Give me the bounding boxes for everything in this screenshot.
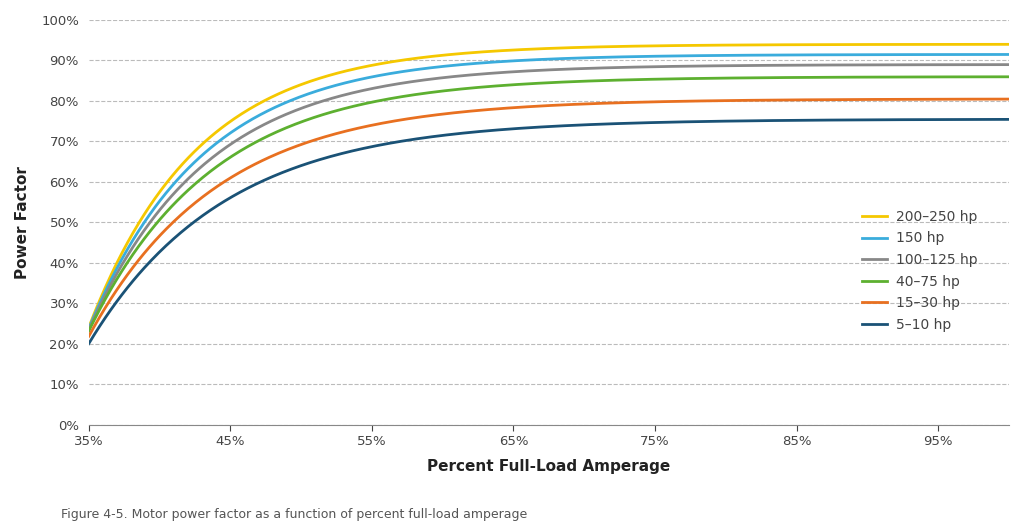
40–75 hp (631, 76, 643, 83)
Line: 40–75 hp: 40–75 hp (89, 77, 1009, 331)
Line: 200–250 hp: 200–250 hp (89, 44, 1009, 328)
200–250 hp (981, 41, 993, 47)
100–125 hp (981, 62, 993, 68)
40–75 hp (1002, 74, 1015, 80)
5–10 hp (525, 125, 538, 131)
40–75 hp (83, 328, 95, 335)
15–30 hp (581, 100, 593, 107)
Text: Figure 4-5. Motor power factor as a function of percent full-load amperage: Figure 4-5. Motor power factor as a func… (61, 508, 527, 521)
Y-axis label: Power Factor: Power Factor (15, 166, 30, 279)
150 hp (525, 57, 538, 63)
Line: 5–10 hp: 5–10 hp (89, 119, 1009, 343)
200–250 hp (631, 43, 643, 49)
150 hp (83, 326, 95, 332)
100–125 hp (837, 62, 849, 68)
5–10 hp (1002, 116, 1015, 123)
X-axis label: Percent Full-Load Amperage: Percent Full-Load Amperage (427, 459, 671, 474)
15–30 hp (981, 96, 993, 102)
100–125 hp (631, 64, 643, 70)
5–10 hp (837, 117, 849, 123)
200–250 hp (519, 46, 531, 53)
40–75 hp (981, 74, 993, 80)
15–30 hp (837, 96, 849, 103)
200–250 hp (83, 325, 95, 331)
15–30 hp (525, 104, 538, 110)
5–10 hp (631, 120, 643, 126)
150 hp (837, 52, 849, 58)
200–250 hp (1002, 41, 1015, 47)
100–125 hp (519, 68, 531, 74)
5–10 hp (581, 122, 593, 128)
Line: 15–30 hp: 15–30 hp (89, 99, 1009, 337)
150 hp (631, 54, 643, 60)
40–75 hp (581, 78, 593, 84)
200–250 hp (837, 42, 849, 48)
15–30 hp (519, 104, 531, 110)
150 hp (981, 52, 993, 58)
15–30 hp (1002, 96, 1015, 102)
40–75 hp (519, 81, 531, 87)
15–30 hp (83, 333, 95, 340)
5–10 hp (519, 125, 531, 131)
100–125 hp (525, 67, 538, 74)
Legend: 200–250 hp, 150 hp, 100–125 hp, 40–75 hp, 15–30 hp, 5–10 hp: 200–250 hp, 150 hp, 100–125 hp, 40–75 hp… (856, 204, 984, 338)
40–75 hp (837, 74, 849, 80)
100–125 hp (581, 65, 593, 72)
Line: 150 hp: 150 hp (89, 55, 1009, 329)
200–250 hp (581, 44, 593, 50)
200–250 hp (525, 46, 538, 52)
40–75 hp (525, 80, 538, 87)
100–125 hp (83, 327, 95, 333)
100–125 hp (1002, 62, 1015, 68)
150 hp (519, 57, 531, 63)
150 hp (1002, 52, 1015, 58)
5–10 hp (83, 340, 95, 347)
5–10 hp (981, 116, 993, 123)
15–30 hp (631, 99, 643, 105)
Line: 100–125 hp: 100–125 hp (89, 65, 1009, 330)
150 hp (581, 55, 593, 61)
